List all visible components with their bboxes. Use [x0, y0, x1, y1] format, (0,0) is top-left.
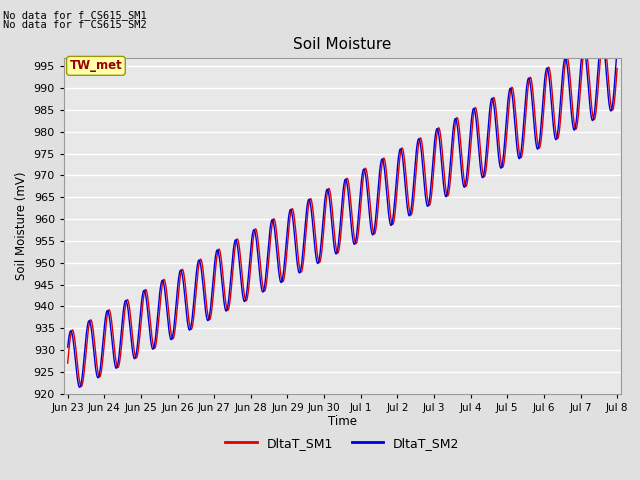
- Text: No data for f CS615 SM1: No data for f CS615 SM1: [3, 11, 147, 21]
- Line: DltaT_SM1: DltaT_SM1: [68, 37, 617, 386]
- Text: TW_met: TW_met: [70, 60, 122, 72]
- DltaT_SM2: [319, 224, 326, 230]
- DltaT_SM2: [308, 220, 316, 226]
- DltaT_SM1: [377, 173, 385, 179]
- DltaT_SM2: [64, 344, 72, 350]
- X-axis label: Time: Time: [328, 415, 357, 429]
- DltaT_SM2: [598, 35, 605, 41]
- Text: No data for f̅CS615̅SM2: No data for f̅CS615̅SM2: [3, 20, 147, 30]
- DltaT_SM2: [129, 351, 137, 357]
- Title: Soil Moisture: Soil Moisture: [293, 37, 392, 52]
- DltaT_SM1: [319, 242, 326, 248]
- DltaT_SM1: [77, 384, 85, 389]
- DltaT_SM2: [107, 324, 115, 329]
- DltaT_SM2: [76, 384, 84, 390]
- Line: DltaT_SM2: DltaT_SM2: [68, 38, 617, 387]
- DltaT_SM1: [308, 204, 316, 209]
- DltaT_SM1: [613, 66, 621, 72]
- Legend: DltaT_SM1, DltaT_SM2: DltaT_SM1, DltaT_SM2: [220, 432, 465, 455]
- DltaT_SM1: [107, 311, 115, 317]
- DltaT_SM1: [600, 34, 607, 40]
- Y-axis label: Soil Moisture (mV): Soil Moisture (mV): [15, 171, 28, 280]
- DltaT_SM2: [298, 264, 305, 270]
- DltaT_SM2: [377, 160, 385, 166]
- DltaT_SM1: [129, 337, 137, 343]
- DltaT_SM2: [613, 45, 621, 51]
- DltaT_SM1: [64, 360, 72, 366]
- DltaT_SM1: [298, 269, 305, 275]
